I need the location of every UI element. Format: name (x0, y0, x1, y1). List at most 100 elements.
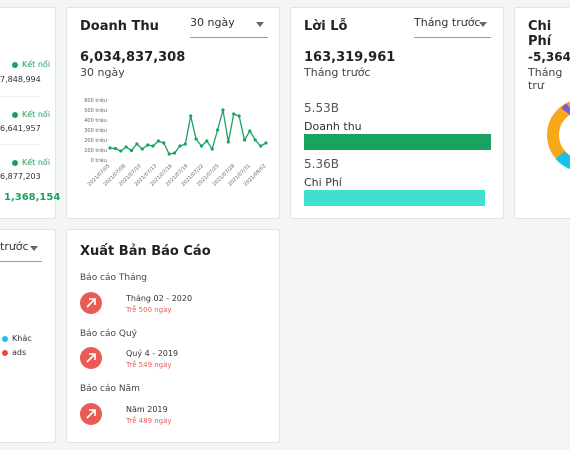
revenue-data-point[interactable] (172, 151, 177, 155)
partner-status-3: Kết nối (12, 158, 50, 167)
revenue-data-point[interactable] (156, 139, 161, 143)
revenue-bar-value: 5.53B (304, 101, 339, 115)
legend-dot-icon (2, 335, 8, 342)
report-monthly-late: Trễ 500 ngày (126, 306, 172, 314)
report-monthly-period: Tháng 02 - 2020 (126, 294, 193, 303)
connected-dot-icon (12, 111, 18, 118)
revenue-data-point[interactable] (205, 139, 209, 143)
partner-status-1: Kết nối (12, 60, 50, 69)
revenue-data-point[interactable] (215, 128, 220, 132)
revenue-data-point[interactable] (226, 140, 230, 144)
revenue-data-point[interactable] (264, 141, 268, 145)
partner-card (0, 7, 56, 219)
report-quarterly-late: Trễ 549 ngày (126, 361, 172, 369)
expense-total: -5,364, (528, 50, 570, 64)
partner-total: 1,368,154 (4, 192, 61, 203)
revenue-data-point[interactable] (151, 144, 155, 148)
revenue-data-point[interactable] (242, 138, 247, 142)
revenue-bar-label: Doanh thu (304, 120, 362, 133)
revenue-series-line (109, 109, 267, 155)
revenue-period-select[interactable]: 30 ngày (190, 16, 268, 38)
y-tick-label: 100 triệu (84, 147, 107, 154)
revenue-data-point[interactable] (253, 138, 257, 142)
expense-donut-chart (547, 101, 570, 169)
revenue-data-point[interactable] (183, 142, 187, 146)
revenue-subtitle: 30 ngày (80, 66, 125, 79)
revenue-data-point[interactable] (140, 147, 144, 151)
report-yearly-late: Trễ 489 ngày (126, 417, 172, 425)
profit-card (290, 7, 504, 219)
y-tick-label: 0 triệu (91, 157, 107, 164)
y-tick-label: 500 triệu (84, 107, 107, 114)
revenue-bar (304, 134, 491, 150)
profit-period-value: Tháng trước (414, 16, 481, 29)
send-report-button-monthly[interactable] (80, 292, 102, 314)
expense-bar-label: Chi Phí (304, 176, 342, 189)
y-tick-label: 200 triệu (84, 137, 107, 144)
revenue-data-point[interactable] (189, 114, 193, 118)
y-tick-label: 400 triệu (84, 117, 107, 124)
report-yearly-label: Báo cáo Năm (80, 384, 140, 394)
revenue-data-point[interactable] (124, 145, 128, 149)
revenue-total: 6,034,837,308 (80, 50, 186, 65)
donut-segment-orange (547, 101, 570, 169)
y-tick-label: 600 triệu (84, 97, 107, 104)
y-tick-label: 300 triệu (84, 127, 107, 134)
report-quarterly-label: Báo cáo Quý (80, 329, 138, 339)
divider (0, 96, 40, 97)
revenue-data-point[interactable] (146, 143, 150, 147)
connected-dot-icon (12, 61, 18, 68)
expense-bar (304, 190, 486, 206)
revenue-data-point[interactable] (237, 114, 241, 118)
revenue-data-point[interactable] (221, 108, 225, 112)
revenue-card (66, 7, 280, 219)
profit-total: 163,319,961 (304, 50, 396, 65)
report-card (66, 229, 280, 443)
legend-dot-icon (2, 349, 8, 356)
report-quarterly-period: Quý 4 - 2019 (126, 349, 179, 358)
source-period-value: trước (0, 240, 29, 253)
donut-segment-purple (561, 103, 570, 116)
source-card (0, 229, 56, 443)
expense-subtitle: Tháng trư (528, 66, 563, 92)
connected-dot-icon (12, 159, 18, 166)
source-period-select[interactable]: trước (0, 240, 42, 262)
profit-period-select[interactable]: Tháng trước (414, 16, 491, 38)
legend-item-ads: ads (2, 348, 26, 357)
send-report-button-yearly[interactable] (80, 403, 102, 425)
revenue-title: Doanh Thu (80, 19, 159, 34)
send-icon (86, 409, 96, 419)
revenue-data-point[interactable] (199, 144, 204, 148)
revenue-data-point[interactable] (108, 146, 112, 150)
partner-status-2: Kết nối (12, 110, 50, 119)
profit-subtitle: Tháng trước (304, 66, 371, 79)
revenue-data-point[interactable] (129, 148, 134, 153)
send-icon (86, 353, 96, 363)
chevron-down-icon (30, 246, 38, 251)
expense-title: Chi Phí (528, 19, 552, 49)
report-title: Xuất Bản Báo Cáo (80, 244, 211, 259)
revenue-data-point[interactable] (259, 144, 263, 148)
revenue-data-point[interactable] (167, 152, 171, 156)
revenue-data-point[interactable] (178, 144, 182, 148)
revenue-data-point[interactable] (232, 112, 236, 116)
revenue-data-point[interactable] (113, 146, 117, 151)
revenue-data-point[interactable] (119, 149, 123, 153)
send-report-button-quarterly[interactable] (80, 347, 102, 369)
revenue-data-point[interactable] (210, 147, 214, 151)
partner-value-2: 6,641,957 (0, 124, 41, 133)
revenue-data-point[interactable] (162, 141, 166, 145)
chevron-down-icon (479, 22, 487, 27)
report-monthly-label: Báo cáo Tháng (80, 273, 148, 283)
send-icon (86, 298, 96, 308)
expense-bar-value: 5.36B (304, 157, 339, 171)
revenue-line-chart: 0 triệu 100 triệu 200 triệu 300 triệu 400 tr… (84, 97, 268, 188)
revenue-data-point[interactable] (248, 129, 252, 133)
profit-title: Lời Lỗ (304, 19, 348, 34)
partner-value-3: 6,877,203 (0, 172, 41, 181)
donut-segment-cyan (555, 150, 570, 169)
revenue-data-point[interactable] (194, 137, 198, 141)
revenue-period-value: 30 ngày (190, 16, 235, 29)
revenue-data-point[interactable] (135, 142, 139, 146)
chevron-down-icon (256, 22, 264, 27)
